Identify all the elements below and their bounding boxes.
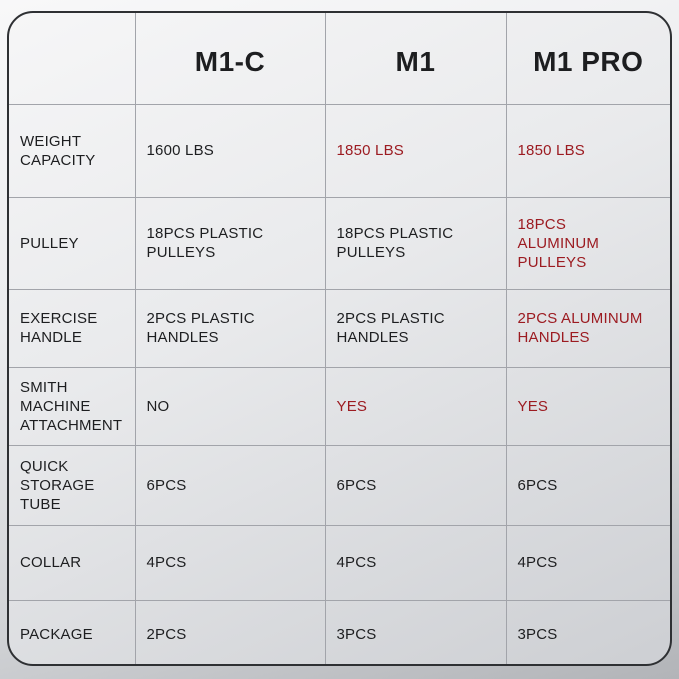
table-cell: 6PCS	[505, 444, 670, 526]
comparison-table: M1-C M1 M1 PRO WEIGHT CAPACITY 1600 LBS …	[9, 13, 670, 664]
cell-value: 4PCS	[517, 554, 558, 571]
table-cell: YES	[324, 366, 507, 446]
table-cell: 2PCS PLASTIC HANDLES	[134, 288, 326, 368]
row-label: EXERCISE HANDLE	[9, 288, 136, 368]
column-header-m1c: M1-C	[134, 13, 326, 105]
cell-value: 2PCS PLASTIC HANDLES	[336, 310, 445, 346]
table-row-quick-storage-tube: QUICK STORAGE TUBE 6PCS 6PCS 6PCS	[9, 444, 670, 526]
table-row-smith-machine: SMITH MACHINE ATTACHMENT NO YES YES	[9, 366, 670, 446]
table-cell: 1600 LBS	[134, 103, 326, 198]
table-cell: 1850 LBS	[505, 103, 670, 198]
table-cell: 1850 LBS	[324, 103, 507, 198]
row-label: QUICK STORAGE TUBE	[9, 444, 136, 526]
table-cell: 2PCS	[134, 599, 326, 664]
table-cell: 18PCS ALUMINUM PULLEYS	[505, 196, 670, 290]
table-cell: 2PCS PLASTIC HANDLES	[324, 288, 507, 368]
cell-value: 18PCS PLASTIC PULLEYS	[146, 225, 264, 261]
cell-value: 1850 LBS	[336, 142, 404, 159]
cell-value: 6PCS	[146, 476, 187, 494]
table-cell: 18PCS PLASTIC PULLEYS	[134, 196, 326, 290]
cell-value: 6PCS	[517, 476, 558, 494]
table-cell: 3PCS	[505, 599, 670, 664]
cell-value: 1850 LBS	[517, 142, 585, 159]
cell-value: 18PCS PLASTIC PULLEYS	[336, 225, 454, 261]
table-cell: 18PCS PLASTIC PULLEYS	[324, 196, 507, 290]
cell-value: 4PCS	[336, 554, 377, 571]
cell-value: 2PCS ALUMINUM HANDLES	[517, 310, 643, 346]
column-header-m1: M1	[324, 13, 507, 105]
row-label: SMITH MACHINE ATTACHMENT	[9, 366, 136, 446]
table-cell: 6PCS	[324, 444, 507, 526]
table-row-weight-capacity: WEIGHT CAPACITY 1600 LBS 1850 LBS 1850 L…	[9, 103, 670, 198]
row-label: PACKAGE	[9, 599, 136, 664]
cell-value: YES	[336, 397, 368, 415]
table-cell: NO	[134, 366, 326, 446]
table-cell: 6PCS	[134, 444, 326, 526]
cell-value: 3PCS	[336, 625, 377, 643]
cell-value: 2PCS	[146, 625, 187, 643]
table-row-collar: COLLAR 4PCS 4PCS 4PCS	[9, 524, 670, 601]
row-label: WEIGHT CAPACITY	[9, 103, 136, 198]
table-cell: 3PCS	[324, 599, 507, 664]
cell-value: 3PCS	[517, 625, 558, 643]
cell-value: 4PCS	[146, 554, 187, 571]
cell-value: YES	[517, 397, 549, 415]
header-row: M1-C M1 M1 PRO	[9, 13, 670, 105]
column-header-m1pro: M1 PRO	[505, 13, 670, 105]
row-label: COLLAR	[9, 524, 136, 601]
cell-value: 6PCS	[336, 476, 377, 494]
comparison-table-card: M1-C M1 M1 PRO WEIGHT CAPACITY 1600 LBS …	[7, 11, 672, 666]
table-cell: 4PCS	[324, 524, 507, 601]
header-empty-cell	[9, 13, 136, 105]
table-cell: YES	[505, 366, 670, 446]
table-row-package: PACKAGE 2PCS 3PCS 3PCS	[9, 599, 670, 664]
cell-value: 2PCS PLASTIC HANDLES	[146, 310, 255, 346]
table-cell: 4PCS	[505, 524, 670, 601]
row-label: PULLEY	[9, 196, 136, 290]
cell-value: 18PCS ALUMINUM PULLEYS	[517, 215, 600, 271]
cell-value: NO	[146, 397, 170, 415]
table-cell: 4PCS	[134, 524, 326, 601]
cell-value: 1600 LBS	[146, 142, 214, 159]
table-row-exercise-handle: EXERCISE HANDLE 2PCS PLASTIC HANDLES 2PC…	[9, 288, 670, 368]
table-cell: 2PCS ALUMINUM HANDLES	[505, 288, 670, 368]
table-row-pulley: PULLEY 18PCS PLASTIC PULLEYS 18PCS PLAST…	[9, 196, 670, 290]
